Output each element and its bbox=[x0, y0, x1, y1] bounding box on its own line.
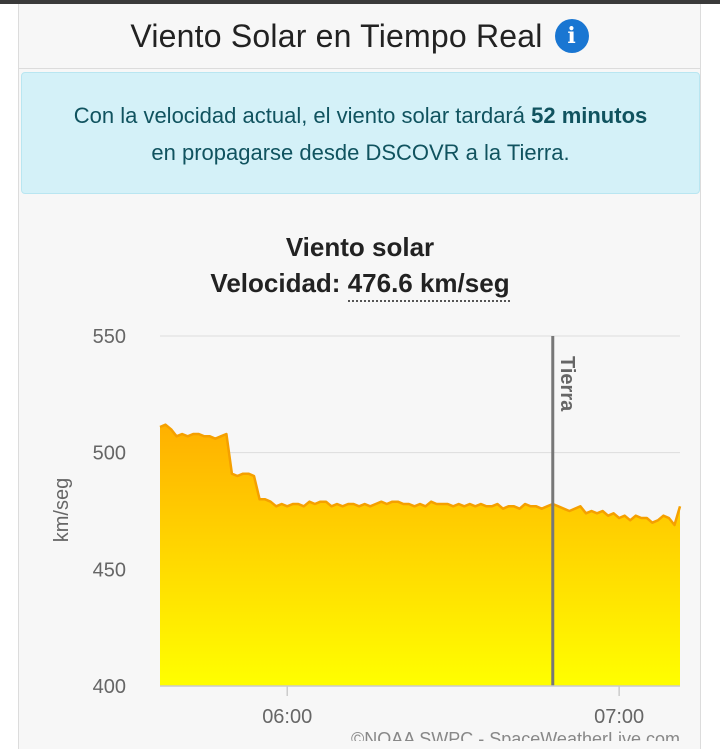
speed-label: Velocidad: bbox=[210, 268, 348, 298]
solar-wind-card: Viento Solar en Tiempo Real i Con la vel… bbox=[18, 4, 701, 749]
chart-subtitle: Velocidad: 476.6 km/seg bbox=[0, 268, 720, 302]
alert-highlight: 52 minutos bbox=[531, 103, 648, 128]
alert-text-after: en propagarse desde DSCOVR a la Tierra. bbox=[151, 140, 570, 165]
alert-text-before: Con la velocidad actual, el viento solar… bbox=[73, 103, 532, 128]
info-icon[interactable]: i bbox=[554, 19, 589, 53]
card-header: Viento Solar en Tiempo Real i bbox=[19, 4, 700, 69]
card-title: Viento Solar en Tiempo Real bbox=[130, 17, 543, 54]
speed-value[interactable]: 476.6 km/seg bbox=[347, 268, 510, 302]
chart-title: Viento solar bbox=[285, 232, 435, 262]
top-edge-bar bbox=[0, 0, 720, 4]
propagation-alert: Con la velocidad actual, el viento solar… bbox=[21, 72, 700, 194]
